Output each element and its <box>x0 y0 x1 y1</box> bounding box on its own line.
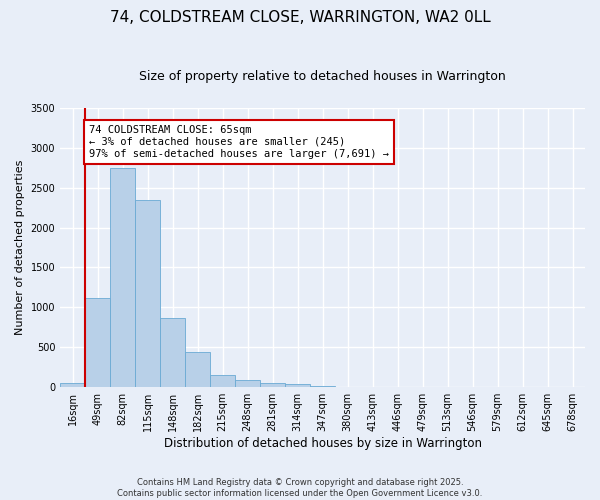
Bar <box>85 298 110 387</box>
Text: Contains HM Land Registry data © Crown copyright and database right 2025.
Contai: Contains HM Land Registry data © Crown c… <box>118 478 482 498</box>
Bar <box>210 375 235 387</box>
Y-axis label: Number of detached properties: Number of detached properties <box>15 160 25 335</box>
Bar <box>110 168 135 387</box>
Bar <box>185 352 210 387</box>
X-axis label: Distribution of detached houses by size in Warrington: Distribution of detached houses by size … <box>164 437 482 450</box>
Bar <box>60 383 85 387</box>
Bar <box>260 383 285 387</box>
Bar <box>310 386 335 387</box>
Bar <box>160 318 185 387</box>
Bar <box>285 384 310 387</box>
Bar <box>135 200 160 387</box>
Title: Size of property relative to detached houses in Warrington: Size of property relative to detached ho… <box>139 70 506 83</box>
Bar <box>235 380 260 387</box>
Text: 74 COLDSTREAM CLOSE: 65sqm
← 3% of detached houses are smaller (245)
97% of semi: 74 COLDSTREAM CLOSE: 65sqm ← 3% of detac… <box>89 126 389 158</box>
Text: 74, COLDSTREAM CLOSE, WARRINGTON, WA2 0LL: 74, COLDSTREAM CLOSE, WARRINGTON, WA2 0L… <box>110 10 490 25</box>
